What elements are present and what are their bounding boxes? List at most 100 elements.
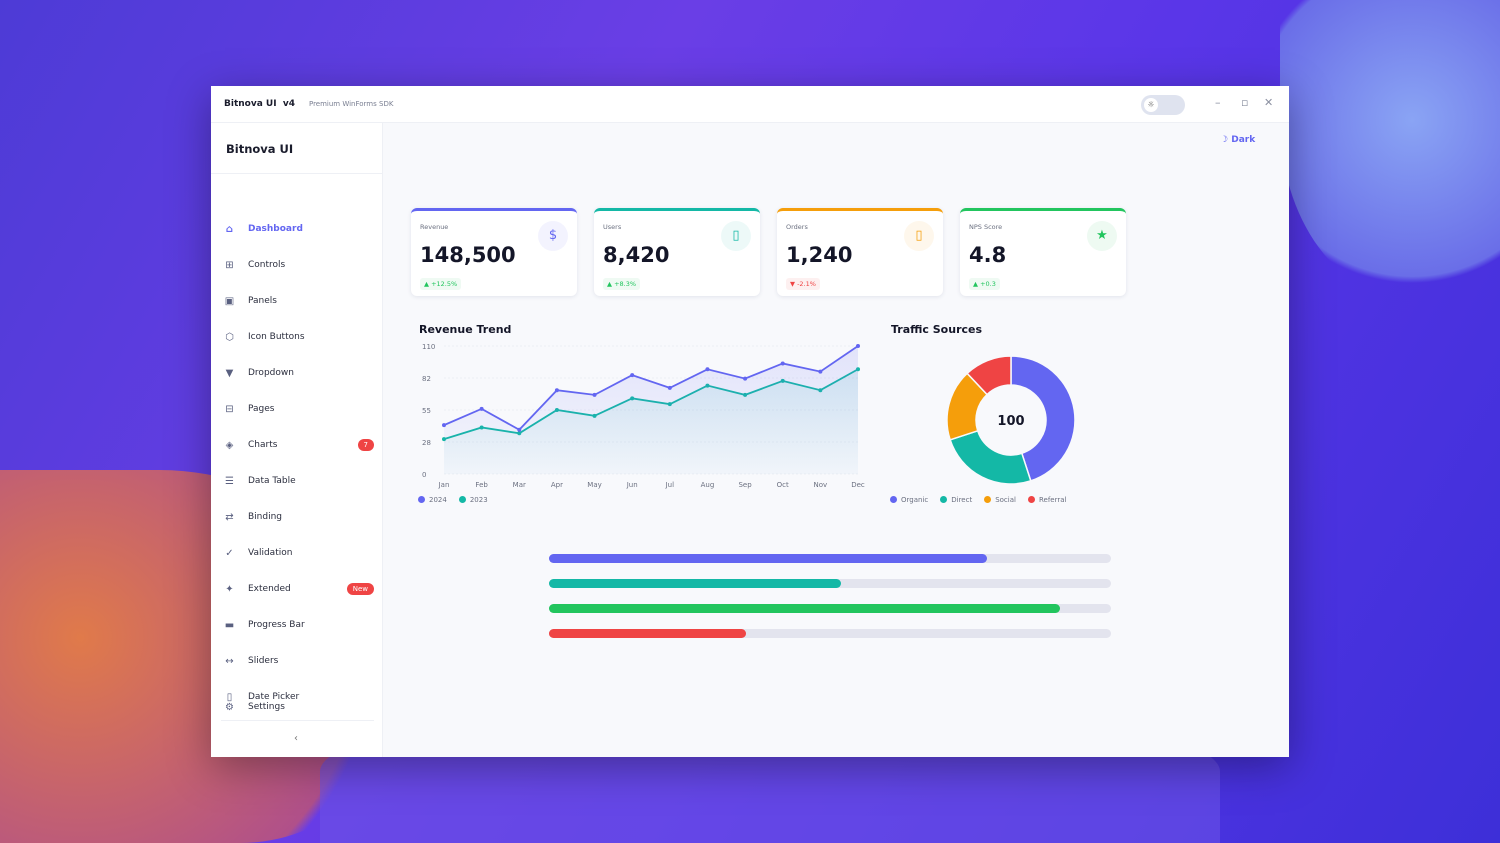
donut-slice-direct (949, 429, 1032, 485)
kpi-change: ▲ +8.3% (603, 278, 641, 290)
divider (221, 720, 374, 721)
data-point (818, 369, 823, 374)
sidebar-item-label: Dashboard (248, 224, 303, 234)
x-tick-label: May (587, 481, 601, 489)
sidebar-item-validation[interactable]: ✓ Validation (211, 535, 383, 571)
data-point (780, 361, 785, 366)
sidebar-item-extended[interactable]: ✦ Extended New (211, 571, 383, 607)
sidebar-item-dropdown[interactable]: ▼ Dropdown (211, 355, 383, 391)
theme-toggle[interactable]: ☼ (1141, 95, 1185, 115)
kpi-card-revenue: Revenue $ 148,500 ▲ +12.5% (411, 208, 577, 296)
sidebar-item-label: Dropdown (248, 368, 294, 378)
grid-icon: ⊞ (225, 259, 234, 271)
moon-icon: ☽ (1220, 135, 1229, 145)
pages-icon: ⊟ (225, 403, 234, 415)
data-point (517, 427, 522, 432)
calendar-icon: ▯ (226, 691, 233, 703)
legend-label: 2024 (429, 496, 447, 504)
sidebar-item-label: Date Picker (248, 692, 300, 702)
legend-item: Organic (890, 496, 928, 504)
sidebar-item-pages[interactable]: ⊟ Pages (211, 391, 383, 427)
sidebar-item-label: Settings (248, 702, 285, 712)
legend-item: 2024 (418, 496, 447, 504)
sidebar-item-data-table[interactable]: ☰ Data Table (211, 463, 383, 499)
badge: New (346, 583, 374, 595)
progress-fill (549, 554, 988, 563)
kpi-change: ▲ +0.3 (969, 278, 1000, 290)
x-tick-label: Nov (814, 481, 828, 489)
collapse-sidebar-button[interactable]: ‹ (294, 733, 298, 744)
sidebar: Bitnova UI ⌂ Dashboard ⊞ Controls ▣ Panels ⬡ Ic… (211, 123, 383, 757)
data-point (479, 406, 484, 411)
legend-item: Social (984, 496, 1016, 504)
sidebar-item-label: Icon Buttons (248, 332, 305, 342)
sidebar-item-label: Pages (248, 404, 275, 414)
sidebar-item-binding[interactable]: ⇄ Binding (211, 499, 383, 535)
sidebar-item-dashboard[interactable]: ⌂ Dashboard (211, 211, 383, 247)
x-tick-label: Dec (851, 481, 865, 489)
hexagon-icon: ⬡ (225, 331, 234, 343)
legend-label: Organic (901, 496, 929, 504)
x-tick-label: Mar (513, 481, 526, 489)
progress-bar (549, 579, 1111, 588)
badge: 7 (357, 439, 374, 451)
sidebar-item-label: Binding (248, 512, 283, 522)
sidebar-item-panels[interactable]: ▣ Panels (211, 283, 383, 319)
kpi-label: NPS Score (969, 223, 1003, 231)
donut-legend: Organic Direct Social Referral (890, 496, 1066, 504)
sidebar-item-controls[interactable]: ⊞ Controls (211, 247, 383, 283)
series-line-2024 (443, 345, 859, 431)
legend-item: 2023 (458, 496, 488, 504)
data-point (592, 392, 597, 397)
legend-label: Social (995, 496, 1016, 504)
kpi-card-nps-score: NPS Score ★ 4.8 ▲ +0.3 (960, 208, 1126, 296)
kpi-value: 148,500 (420, 243, 516, 267)
legend-item: Direct (940, 496, 972, 504)
series-area-2024 (444, 346, 858, 474)
sidebar-item-date-picker[interactable]: ▯ Date Picker (211, 679, 383, 715)
kpi-label: Users (603, 223, 622, 231)
sidebar-item-label: Panels (248, 296, 277, 306)
data-point (743, 376, 748, 381)
slider-icon: ↔ (225, 655, 234, 667)
maximize-button[interactable]: ▫ (1241, 96, 1249, 109)
list-icon: ☰ (225, 475, 234, 487)
sidebar-item-label: Extended (248, 584, 291, 594)
gear-icon: ⚙ (225, 701, 234, 713)
sidebar-item-label: Data Table (248, 476, 296, 486)
progress-fill (549, 629, 746, 638)
x-tick-label: Aug (701, 481, 715, 489)
dark-label: Dark (1231, 135, 1256, 145)
dark-mode-button[interactable]: ☽ Dark (1220, 135, 1255, 145)
sidebar-item-progress-bar[interactable]: ▬ Progress Bar (211, 607, 383, 643)
sidebar-item-label: Controls (248, 260, 286, 270)
y-tick-label: 0 (422, 471, 426, 479)
check-icon: ✓ (225, 547, 234, 559)
sidebar-item-icon-buttons[interactable]: ⬡ Icon Buttons (211, 319, 383, 355)
home-icon: ⌂ (225, 223, 234, 235)
close-button[interactable]: ✕ (1264, 96, 1274, 109)
legend-item: Referral (1027, 496, 1066, 504)
dollar-icon: $ (538, 221, 568, 251)
kpi-change: ▼ -2.1% (786, 278, 820, 290)
sidebar-item-settings[interactable]: ⚙ Settings (211, 689, 383, 725)
y-tick-label: 55 (422, 407, 431, 415)
minimize-button[interactable]: – (1215, 96, 1221, 109)
app-subtitle: Premium WinForms SDK (308, 100, 394, 108)
sidebar-item-sliders[interactable]: ↔ Sliders (211, 643, 383, 679)
progress-bar (549, 629, 1111, 638)
sidebar-item-charts[interactable]: ◈ Charts 7 (211, 427, 383, 463)
kpi-change: ▲ +12.5% (420, 278, 462, 290)
star-icon: ★ (1087, 221, 1117, 251)
revenue-trend-chart: 110 82 55 28 0 Jan Feb Mar Apr May Jun Jul Aug Sep Oct… (422, 343, 865, 489)
y-tick-label: 110 (422, 343, 435, 351)
x-tick-label: Jun (626, 481, 638, 489)
kpi-label: Revenue (420, 223, 449, 231)
kpi-value: 4.8 (969, 243, 1007, 267)
panel-icon: ▣ (224, 295, 235, 307)
data-point (442, 423, 446, 428)
wallpaper-blob (1280, 0, 1500, 300)
kpi-value: 1,240 (786, 243, 853, 267)
y-tick-label: 28 (422, 439, 431, 447)
progress-bar (549, 604, 1111, 613)
